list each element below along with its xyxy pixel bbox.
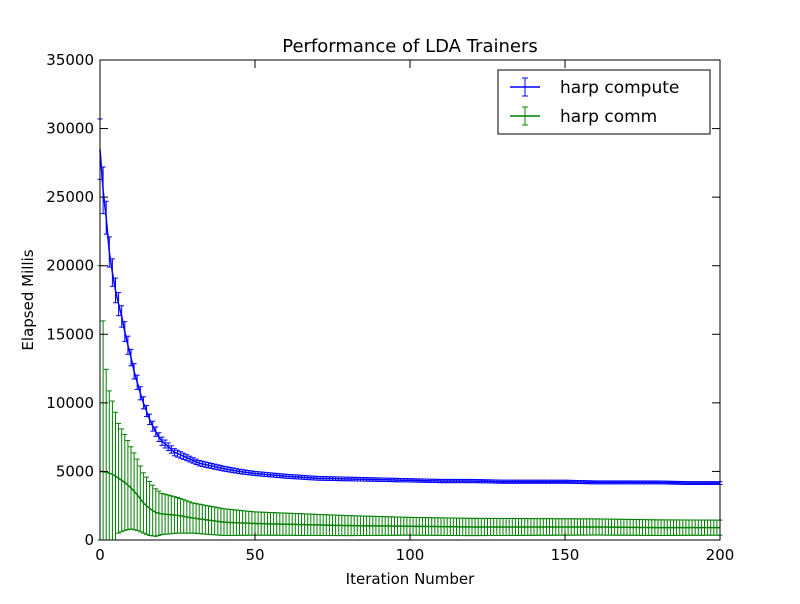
- legend-entry-0: harp compute: [510, 77, 679, 98]
- x-axis-label: Iteration Number: [346, 570, 475, 588]
- plot-series-layer: [97, 118, 723, 541]
- series-line: [99, 470, 720, 529]
- legend-entry-1: harp comm: [510, 106, 657, 127]
- series-1: [97, 265, 723, 541]
- x-tick-label: 0: [95, 546, 105, 564]
- legend: harp compute harp comm: [497, 69, 711, 135]
- x-tick-label: 150: [551, 546, 580, 564]
- y-tick-label: 10000: [46, 394, 94, 412]
- series-line: [99, 149, 720, 484]
- axes-layer: 0 50 100 150 200 0 5000 10000 15000 20000 25000 300…: [46, 51, 734, 564]
- y-tick-label: 15000: [46, 325, 94, 343]
- legend-label: harp compute: [560, 78, 679, 98]
- x-tick-label: 200: [706, 546, 735, 564]
- y-tick-label: 25000: [46, 188, 94, 206]
- y-tick-label: 20000: [46, 257, 94, 275]
- chart-title: Performance of LDA Trainers: [282, 36, 538, 57]
- x-tick-label: 50: [245, 546, 264, 564]
- legend-label: harp comm: [560, 107, 657, 127]
- y-tick-label: 30000: [46, 120, 94, 138]
- y-tick-label: 5000: [56, 462, 94, 480]
- y-tick-label: 35000: [46, 51, 94, 69]
- y-axis-label: Elapsed Millis: [19, 249, 37, 350]
- y-tick-label: 0: [84, 531, 94, 549]
- series-0: [97, 118, 723, 485]
- legend-box: [497, 69, 711, 135]
- x-tick-label: 100: [396, 546, 425, 564]
